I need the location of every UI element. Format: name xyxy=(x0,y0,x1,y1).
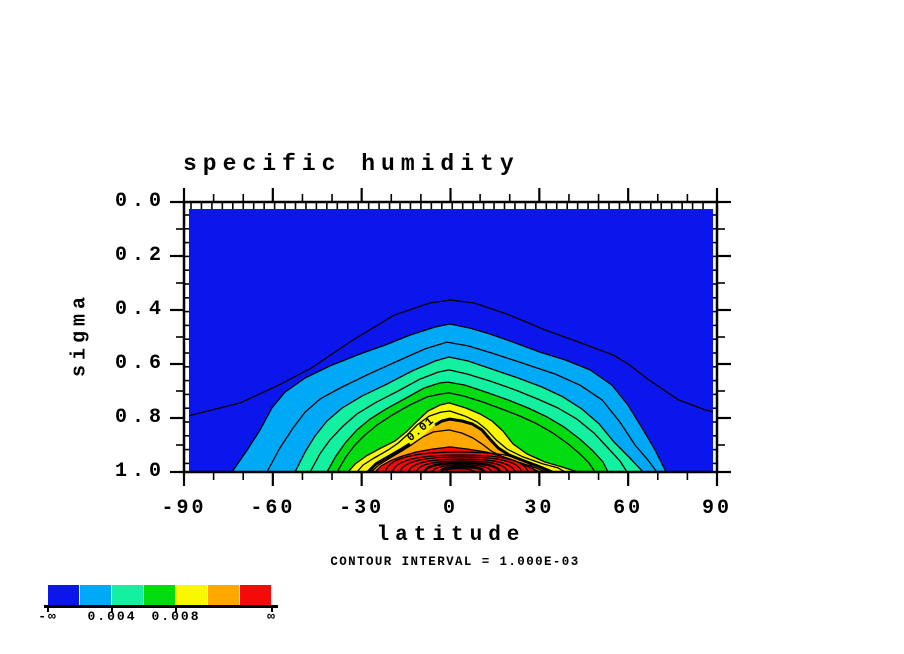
y-tick-label: 0.0 xyxy=(114,190,166,213)
x-tick-label: -90 xyxy=(161,497,207,520)
colorbar-tick xyxy=(111,605,113,612)
y-tick-label: 1.0 xyxy=(114,460,166,483)
colorbar-tick xyxy=(47,605,49,612)
x-axis-label: latitude xyxy=(376,524,526,547)
colorbar-baseline xyxy=(44,605,278,608)
colorbar-tick xyxy=(271,605,273,612)
y-axis-label: sigma xyxy=(68,292,92,378)
colorbar-label: 0.004 xyxy=(87,609,137,624)
colorbar-label: ∞ xyxy=(267,609,277,624)
contour-interval-note: CONTOUR INTERVAL = 1.000E-03 xyxy=(330,555,580,569)
chart-title: specific humidity xyxy=(183,151,520,177)
y-tick-label: 0.8 xyxy=(114,406,166,429)
colorbar-swatch xyxy=(112,585,143,605)
colorbar-swatch xyxy=(176,585,207,605)
colorbar-swatch xyxy=(144,585,175,605)
colorbar-tick xyxy=(175,605,177,612)
colorbar-label: 0.008 xyxy=(151,609,201,624)
x-tick-label: 60 xyxy=(613,497,644,520)
colorbar xyxy=(48,585,271,605)
y-tick-label: 0.4 xyxy=(114,298,166,321)
colorbar-swatch xyxy=(48,585,79,605)
colorbar-swatch xyxy=(240,585,271,605)
colorbar-swatch xyxy=(80,585,111,605)
x-tick-label: 0 xyxy=(442,497,458,520)
x-tick-label: 90 xyxy=(701,497,732,520)
colorbar-swatch xyxy=(208,585,239,605)
x-tick-label: 30 xyxy=(524,497,555,520)
colorbar-label: -∞ xyxy=(38,609,58,624)
y-tick-label: 0.2 xyxy=(114,244,166,267)
x-tick-label: -30 xyxy=(339,497,385,520)
x-tick-label: -60 xyxy=(250,497,296,520)
contour-field xyxy=(189,209,713,472)
y-tick-label: 0.6 xyxy=(114,352,166,375)
